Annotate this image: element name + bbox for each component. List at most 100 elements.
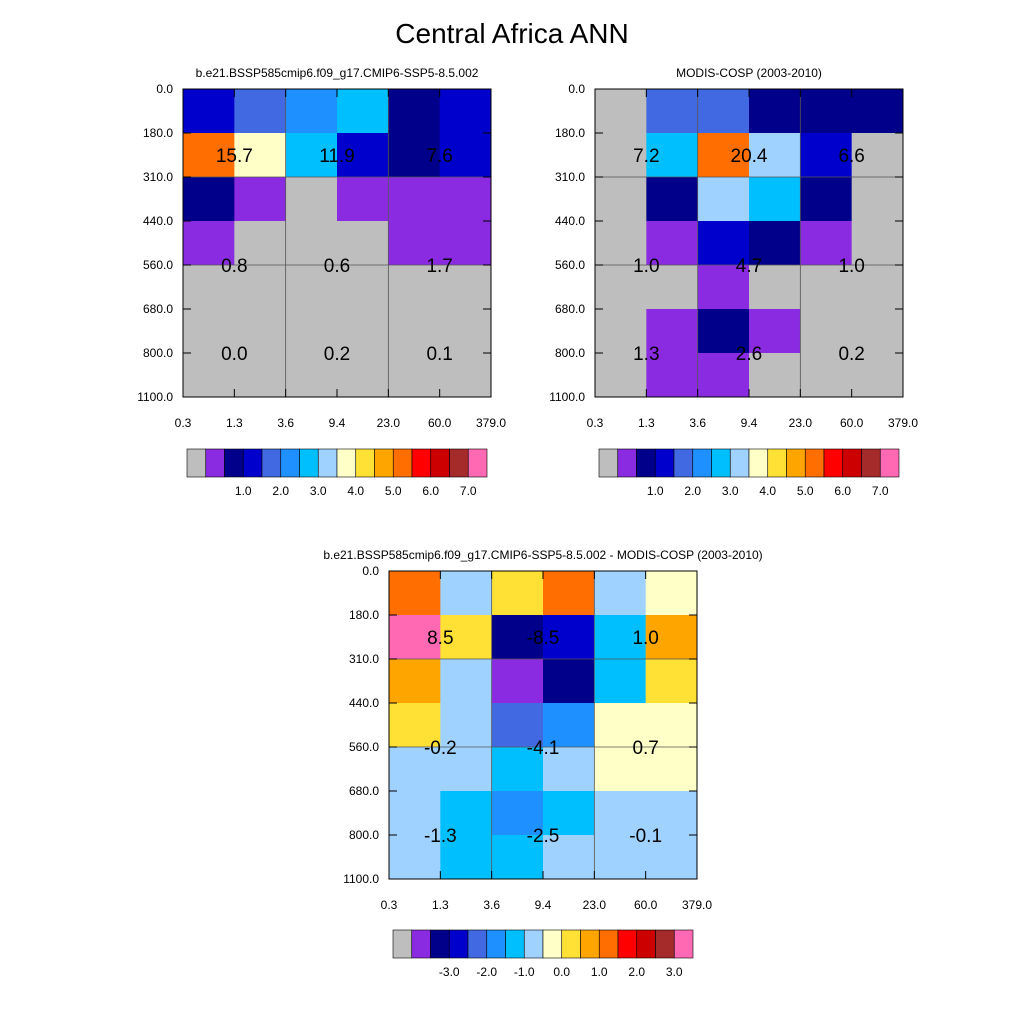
diff-cell <box>440 703 493 748</box>
model-cell <box>234 133 287 178</box>
model-cell <box>439 177 492 222</box>
model-xtick-label: 1.3 <box>226 416 243 430</box>
diff-cell <box>440 571 493 616</box>
obs-cell <box>595 221 647 266</box>
model-cell <box>234 265 287 310</box>
diff-cell <box>543 615 595 660</box>
diff-ytick-label: 680.0 <box>349 784 379 798</box>
diff-ytick-label: 560.0 <box>349 740 379 754</box>
model-value-label: 15.7 <box>216 146 253 167</box>
obs-cell <box>697 89 750 134</box>
diff-cell <box>389 835 441 880</box>
obs-subtitle: MODIS-COSP (2003-2010) <box>676 66 822 80</box>
obs-colorbar-swatch <box>861 448 881 478</box>
diff-cell <box>645 571 698 616</box>
diff-colorbar-swatch <box>561 929 581 959</box>
obs-cell <box>800 177 853 222</box>
diff-cell <box>440 791 493 836</box>
obs-cell <box>595 177 647 222</box>
diff-ytick-label: 180.0 <box>349 608 379 622</box>
model-cell <box>183 221 235 266</box>
diff-xtick-label: 379.0 <box>682 898 712 912</box>
diff-cell <box>594 791 647 836</box>
obs-cell <box>697 353 750 398</box>
obs-panel: MODIS-COSP (2003-2010) 0.0 180.0 310.0 440.0… <box>549 66 918 498</box>
obs-cell <box>851 133 904 178</box>
diff-cell <box>543 747 595 792</box>
obs-colorbar-swatch <box>692 448 712 478</box>
obs-xtick-label: 3.6 <box>689 416 706 430</box>
diff-cell <box>491 835 544 880</box>
diff-cell <box>491 791 544 836</box>
model-colorbar-swatch <box>317 448 338 478</box>
model-ytick-label: 560.0 <box>143 258 173 272</box>
diff-ytick-label: 0.0 <box>362 564 379 578</box>
model-cell <box>388 221 441 266</box>
obs-xtick-label: 9.4 <box>741 416 758 430</box>
diff-colorbar-label: 1.0 <box>591 965 608 979</box>
obs-colorbar-swatch <box>598 448 619 478</box>
obs-cell <box>595 265 647 310</box>
obs-cell <box>749 309 801 354</box>
diff-cell <box>645 791 698 836</box>
model-cell <box>234 221 287 266</box>
model-colorbar-swatch <box>205 448 225 478</box>
model-ytick-label: 180.0 <box>143 126 173 140</box>
model-value-label: 11.9 <box>319 146 355 167</box>
model-cell <box>337 177 389 222</box>
diff-colorbar-label: -3.0 <box>439 965 460 979</box>
diff-colorbar-swatch <box>673 929 694 959</box>
model-cell <box>439 133 492 178</box>
obs-cell <box>800 353 853 398</box>
obs-ytick-label: 180.0 <box>555 126 585 140</box>
obs-colorbar-swatch <box>711 448 731 478</box>
diff-colorbar-swatch <box>411 929 431 959</box>
obs-colorbar-swatch <box>804 448 825 478</box>
model-colorbar-label: 2.0 <box>272 484 289 498</box>
obs-ytick-label: 440.0 <box>555 214 585 228</box>
obs-cell <box>749 133 801 178</box>
obs-value-label: 0.2 <box>838 344 864 365</box>
obs-cell <box>646 353 699 398</box>
model-cell <box>285 221 338 266</box>
model-subtitle: b.e21.BSSP585cmip6.f09_g17.CMIP6-SSP5-8.… <box>196 66 479 80</box>
obs-cell <box>749 265 801 310</box>
obs-ytick-label: 680.0 <box>555 302 585 316</box>
diff-cell <box>389 703 441 748</box>
model-panel: b.e21.BSSP585cmip6.f09_g17.CMIP6-SSP5-8.… <box>137 66 506 498</box>
diff-xtick-label: 3.6 <box>483 898 500 912</box>
diff-colorbar-swatch <box>542 929 563 959</box>
obs-xtick-label: 23.0 <box>789 416 813 430</box>
model-colorbar-swatch <box>299 448 319 478</box>
model-cell <box>183 353 235 398</box>
diff-cell <box>594 571 647 616</box>
diff-ytick-label: 800.0 <box>349 828 379 842</box>
diff-cell <box>389 615 441 660</box>
diff-xtick-label: 0.3 <box>381 898 398 912</box>
obs-cell <box>697 309 750 354</box>
diff-cell <box>440 659 493 704</box>
diff-cell <box>491 747 544 792</box>
diff-cell <box>645 615 698 660</box>
obs-value-label: 1.0 <box>838 256 864 277</box>
obs-xtick-label: 0.3 <box>587 416 604 430</box>
diff-cell <box>389 571 441 616</box>
diff-colorbar-swatch <box>505 929 525 959</box>
obs-cell <box>646 221 699 266</box>
diff-cell <box>543 703 595 748</box>
diff-cell <box>491 659 544 704</box>
obs-colorbar-swatch <box>879 448 900 478</box>
diff-value-label: -2.5 <box>527 826 560 847</box>
diff-value-label: 1.0 <box>632 628 658 649</box>
model-cell <box>388 353 441 398</box>
model-cell <box>183 309 235 354</box>
obs-ytick-label: 0.0 <box>568 82 585 96</box>
obs-ytick-label: 310.0 <box>555 170 585 184</box>
model-ytick-label: 0.0 <box>156 82 173 96</box>
model-colorbar-swatch <box>467 448 488 478</box>
diff-cell <box>594 747 647 792</box>
obs-value-label: 1.0 <box>633 256 659 277</box>
model-cell <box>285 353 338 398</box>
model-cell <box>337 309 389 354</box>
